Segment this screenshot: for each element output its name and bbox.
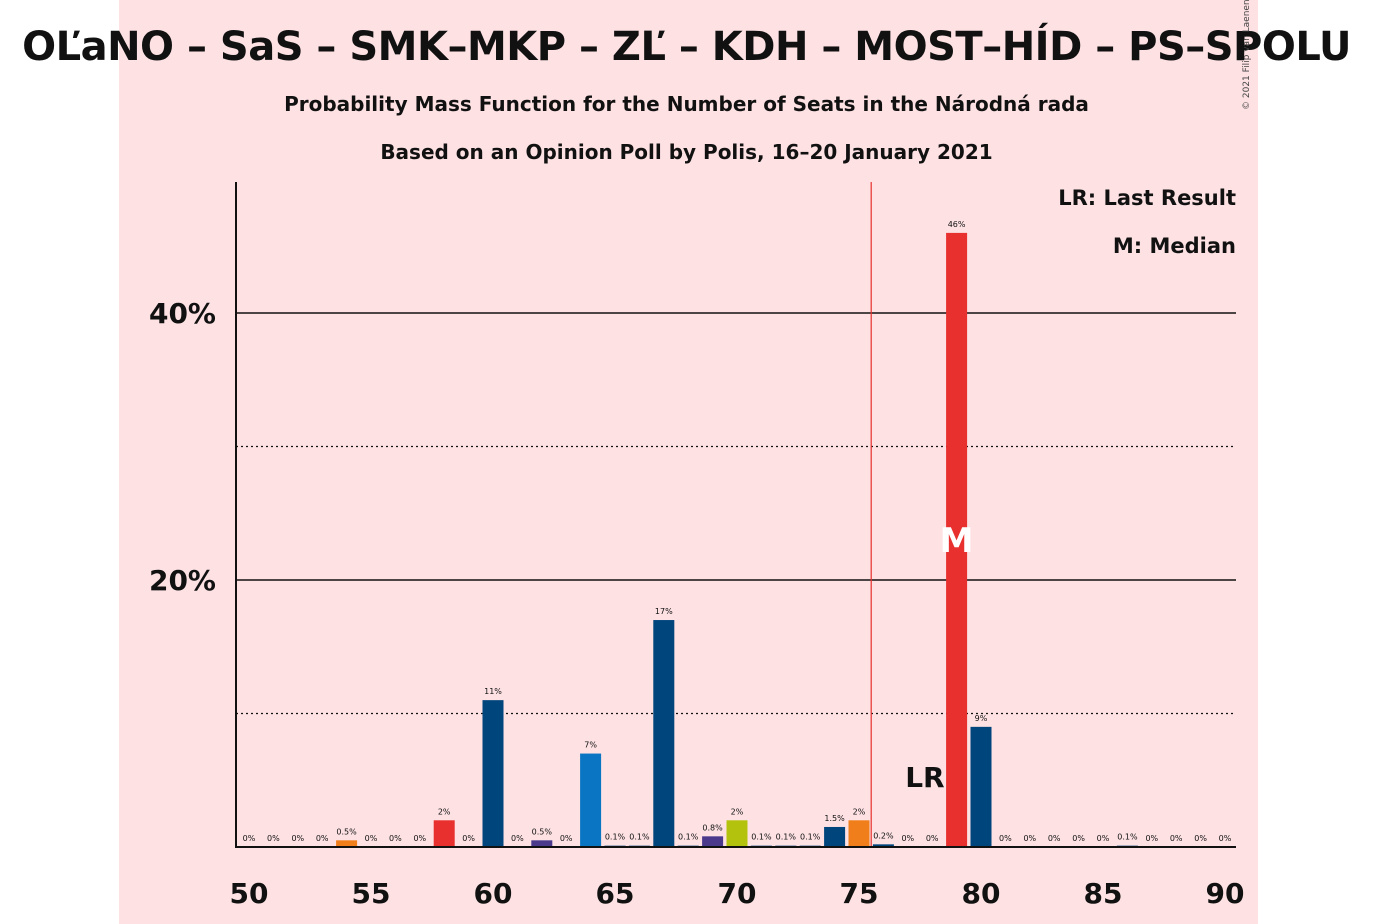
background-band — [119, 0, 1258, 924]
data-label-seat-85: 0% — [1097, 834, 1110, 843]
chart-title: OĽaNO – SaS – SMK–MKP – ZĽ – KDH – MOST–… — [22, 24, 1351, 70]
data-label-seat-78: 0% — [926, 834, 939, 843]
data-label-seat-86: 0.1% — [1117, 833, 1138, 842]
data-label-seat-66: 0.1% — [629, 833, 650, 842]
gridlines — [236, 182, 1236, 847]
x-tick-label-90: 90 — [1206, 877, 1245, 910]
data-label-seat-62: 0.5% — [532, 827, 553, 836]
data-label-seat-76: 0.2% — [873, 831, 894, 840]
bars — [336, 232, 1138, 847]
bar-seat-54 — [336, 840, 358, 847]
x-tick-label-50: 50 — [230, 877, 269, 910]
data-label-seat-51: 0% — [267, 834, 280, 843]
x-tick-label-75: 75 — [840, 877, 879, 910]
data-label-seat-70: 2% — [731, 807, 744, 816]
axes: 20% 40% 50 55 60 65 70 75 80 85 90 — [149, 182, 1245, 910]
bar-seat-58 — [433, 820, 455, 847]
data-label-seat-65: 0.1% — [605, 833, 626, 842]
data-labels: 0% 0% 0% 0%0.5%0% 0% 0%2%0%11%0%0.5%0%7%0.1% 0… — [243, 220, 1232, 843]
bar-seat-80 — [970, 726, 992, 847]
data-label-seat-61: 0% — [511, 834, 524, 843]
x-tick-label-60: 60 — [474, 877, 513, 910]
data-label-seat-54: 0.5% — [336, 827, 357, 836]
data-label-seat-75: 2% — [853, 807, 866, 816]
bar-seat-70 — [726, 820, 748, 847]
data-label-seat-81: 0% — [999, 834, 1012, 843]
data-label-seat-50: 0% — [243, 834, 256, 843]
bar-seat-75 — [848, 820, 870, 847]
data-label-seat-60: 11% — [484, 687, 502, 696]
bar-seat-76 — [872, 844, 894, 847]
data-label-seat-52: 0% — [291, 834, 304, 843]
data-label-seat-57: 0% — [413, 834, 426, 843]
data-label-seat-71: 0.1% — [751, 833, 772, 842]
bar-seat-64 — [580, 753, 602, 847]
bar-seat-62 — [531, 840, 553, 847]
data-label-seat-74: 1.5% — [824, 814, 845, 823]
data-label-seat-77: 0% — [901, 834, 914, 843]
bar-seat-60 — [482, 700, 504, 847]
legend-last-result: LR: Last Result — [1058, 186, 1236, 210]
y-tick-label-40: 40% — [149, 297, 216, 330]
bar-seat-74 — [824, 826, 846, 847]
data-label-seat-90: 0% — [1219, 834, 1232, 843]
chart-subtitle-2: Based on an Opinion Poll by Polis, 16–20… — [380, 140, 993, 164]
data-label-seat-58: 2% — [438, 807, 451, 816]
data-label-seat-59: 0% — [462, 834, 475, 843]
data-label-seat-68: 0.1% — [678, 833, 699, 842]
data-label-seat-69: 0.8% — [702, 823, 723, 832]
data-label-seat-80: 9% — [975, 714, 988, 723]
bar-seat-67 — [653, 620, 675, 847]
data-label-seat-67: 17% — [655, 607, 673, 616]
legend-median: M: Median — [1112, 234, 1236, 258]
x-tick-label-85: 85 — [1084, 877, 1123, 910]
data-label-seat-63: 0% — [560, 834, 573, 843]
data-label-seat-79: 46% — [948, 220, 966, 229]
markers: LR M — [905, 521, 973, 794]
data-label-seat-73: 0.1% — [800, 833, 821, 842]
x-tick-label-80: 80 — [962, 877, 1001, 910]
chart-subtitle-1: Probability Mass Function for the Number… — [284, 92, 1089, 116]
median-marker: M — [940, 521, 974, 561]
data-label-seat-64: 7% — [584, 741, 597, 750]
x-tick-label-55: 55 — [352, 877, 391, 910]
last-result-marker: LR — [905, 761, 944, 794]
bar-seat-79 — [946, 232, 968, 847]
data-label-seat-84: 0% — [1072, 834, 1085, 843]
data-label-seat-83: 0% — [1048, 834, 1061, 843]
data-label-seat-55: 0% — [365, 834, 378, 843]
data-label-seat-82: 0% — [1023, 834, 1036, 843]
data-label-seat-56: 0% — [389, 834, 402, 843]
data-label-seat-88: 0% — [1170, 834, 1183, 843]
data-label-seat-87: 0% — [1145, 834, 1158, 843]
y-tick-label-20: 20% — [149, 564, 216, 597]
data-label-seat-53: 0% — [316, 834, 329, 843]
x-tick-label-70: 70 — [718, 877, 757, 910]
x-tick-label-65: 65 — [596, 877, 635, 910]
bar-seat-69 — [702, 836, 724, 847]
data-label-seat-89: 0% — [1194, 834, 1207, 843]
data-label-seat-72: 0.1% — [776, 833, 797, 842]
